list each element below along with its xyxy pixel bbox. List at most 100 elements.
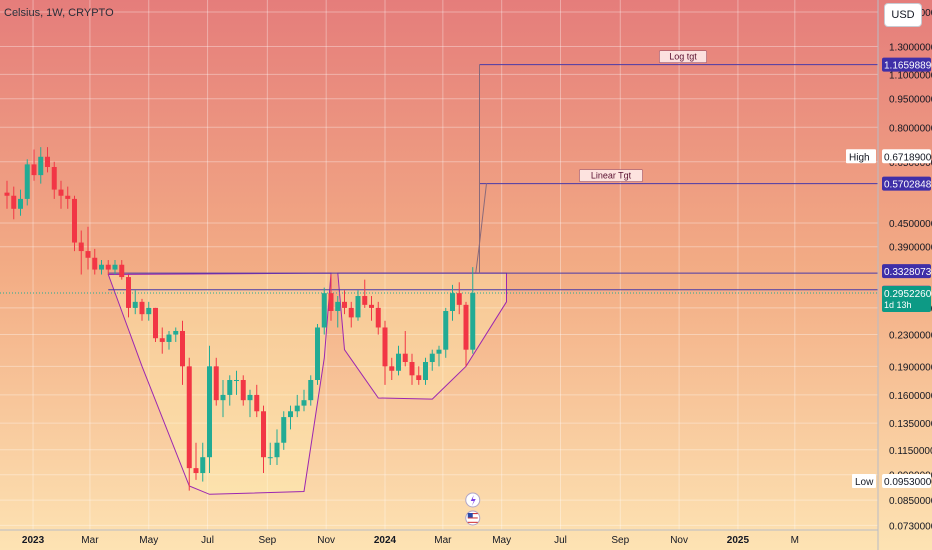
candle-body — [416, 375, 422, 380]
currency-button[interactable]: USD — [884, 3, 922, 27]
candle-body — [99, 264, 104, 270]
candle-body — [443, 311, 449, 350]
flag-stripe — [467, 517, 478, 519]
candle-body — [355, 296, 361, 318]
candle-body — [470, 293, 476, 350]
candle-body — [369, 304, 374, 308]
candle-body — [18, 198, 23, 209]
y-tick-label: 0.39000000 — [889, 243, 932, 254]
candle-body — [409, 362, 415, 376]
candle-body — [180, 330, 185, 367]
candle-body — [92, 257, 98, 270]
low-tag: Low — [855, 477, 874, 488]
candle-body — [281, 417, 287, 443]
last-price-label-bg — [882, 286, 931, 313]
candle-body — [119, 264, 125, 278]
candle-body — [362, 296, 368, 305]
flag-canton — [467, 513, 473, 518]
y-tick-label: 1.10000000 — [889, 70, 932, 81]
y-tick-label: 0.45000000 — [889, 219, 932, 230]
candle-body — [4, 192, 10, 196]
linear-target-label-box — [579, 169, 643, 182]
event-markers — [465, 492, 481, 526]
high-tag: High — [849, 152, 870, 163]
resistance-upper-price-label: 0.33280730 — [884, 267, 932, 278]
x-tick-label: Jul — [201, 535, 214, 546]
candle-body — [11, 195, 17, 209]
candle-body — [132, 301, 138, 308]
drawing-shapes — [0, 64, 878, 495]
y-tick-label: 0.23000000 — [889, 331, 932, 342]
candle-body — [429, 353, 435, 363]
linear-target-price-label-bg — [882, 176, 931, 191]
x-tick-label: May — [492, 535, 511, 546]
last-price-label: 0.29522600 — [884, 289, 932, 300]
candle-body — [389, 366, 395, 371]
x-tick-label: 2024 — [374, 535, 397, 546]
candle-body — [146, 307, 152, 315]
x-tick-label: 2025 — [727, 535, 750, 546]
candle-body — [288, 411, 293, 418]
candle-body — [105, 264, 111, 270]
candle-body — [193, 468, 199, 474]
log-target-label-box — [659, 50, 707, 63]
linear-target-label: Linear Tgt — [591, 171, 632, 181]
candle-body — [396, 353, 401, 371]
low-price-label-bg — [882, 474, 931, 489]
candle-body — [267, 457, 273, 459]
lightning-glyph — [470, 495, 476, 506]
high-tag-bg — [846, 149, 876, 164]
candle-body — [78, 242, 84, 252]
resistance-upper-price-label-bg — [882, 264, 931, 279]
handle-shape — [337, 272, 507, 400]
candle-body — [274, 442, 280, 458]
candle-body — [247, 394, 253, 401]
x-tick-label: Mar — [434, 535, 452, 546]
candle-body — [301, 400, 307, 406]
x-tick-label: Nov — [670, 535, 688, 546]
log-target-label: Log tgt — [669, 52, 697, 62]
cup-shape — [107, 272, 332, 495]
candle-body — [348, 307, 354, 318]
y-tick-label: 0.11500000 — [889, 446, 932, 457]
x-tick-label: Mar — [81, 535, 99, 546]
candle-body — [227, 379, 233, 395]
candle-body — [51, 167, 57, 190]
candle-body — [456, 293, 462, 305]
candle-body — [38, 156, 44, 176]
x-tick-label: Nov — [317, 535, 335, 546]
x-tick-label: Sep — [258, 535, 276, 546]
flag-stripe — [467, 521, 478, 523]
candle-body — [220, 394, 226, 401]
y-tick-label: 0.95000000 — [889, 95, 932, 106]
high-price-label: 0.67189000 — [884, 152, 932, 163]
candle-body — [58, 189, 64, 196]
candle-body — [254, 394, 260, 412]
high-price-label-bg — [882, 149, 931, 164]
linear-target-connector — [475, 183, 487, 274]
candle-body — [450, 293, 455, 312]
y-tick-label: 0.19000000 — [889, 362, 932, 373]
low-tag-bg — [852, 474, 876, 489]
candle-body — [436, 349, 442, 354]
candle-body — [207, 366, 212, 458]
x-tick-label: Sep — [611, 535, 629, 546]
y-tick-label: 0.16000000 — [889, 391, 932, 402]
log-target-price-label: 1.16598890 — [884, 61, 932, 72]
y-tick-label: 1.30000000 — [889, 43, 932, 54]
candle-body — [335, 301, 341, 312]
candle-body — [308, 379, 314, 401]
symbol-title: Celsius, 1W, CRYPTO — [4, 7, 114, 19]
candle-body — [126, 277, 131, 308]
candle-body — [213, 366, 219, 401]
log-target-price-label-bg — [882, 57, 931, 72]
candle-body — [234, 379, 239, 381]
candle-body — [342, 301, 347, 308]
flag-stripe — [467, 519, 478, 521]
candle-body — [31, 164, 37, 176]
candle-body — [153, 307, 158, 339]
candle-body — [112, 264, 118, 270]
